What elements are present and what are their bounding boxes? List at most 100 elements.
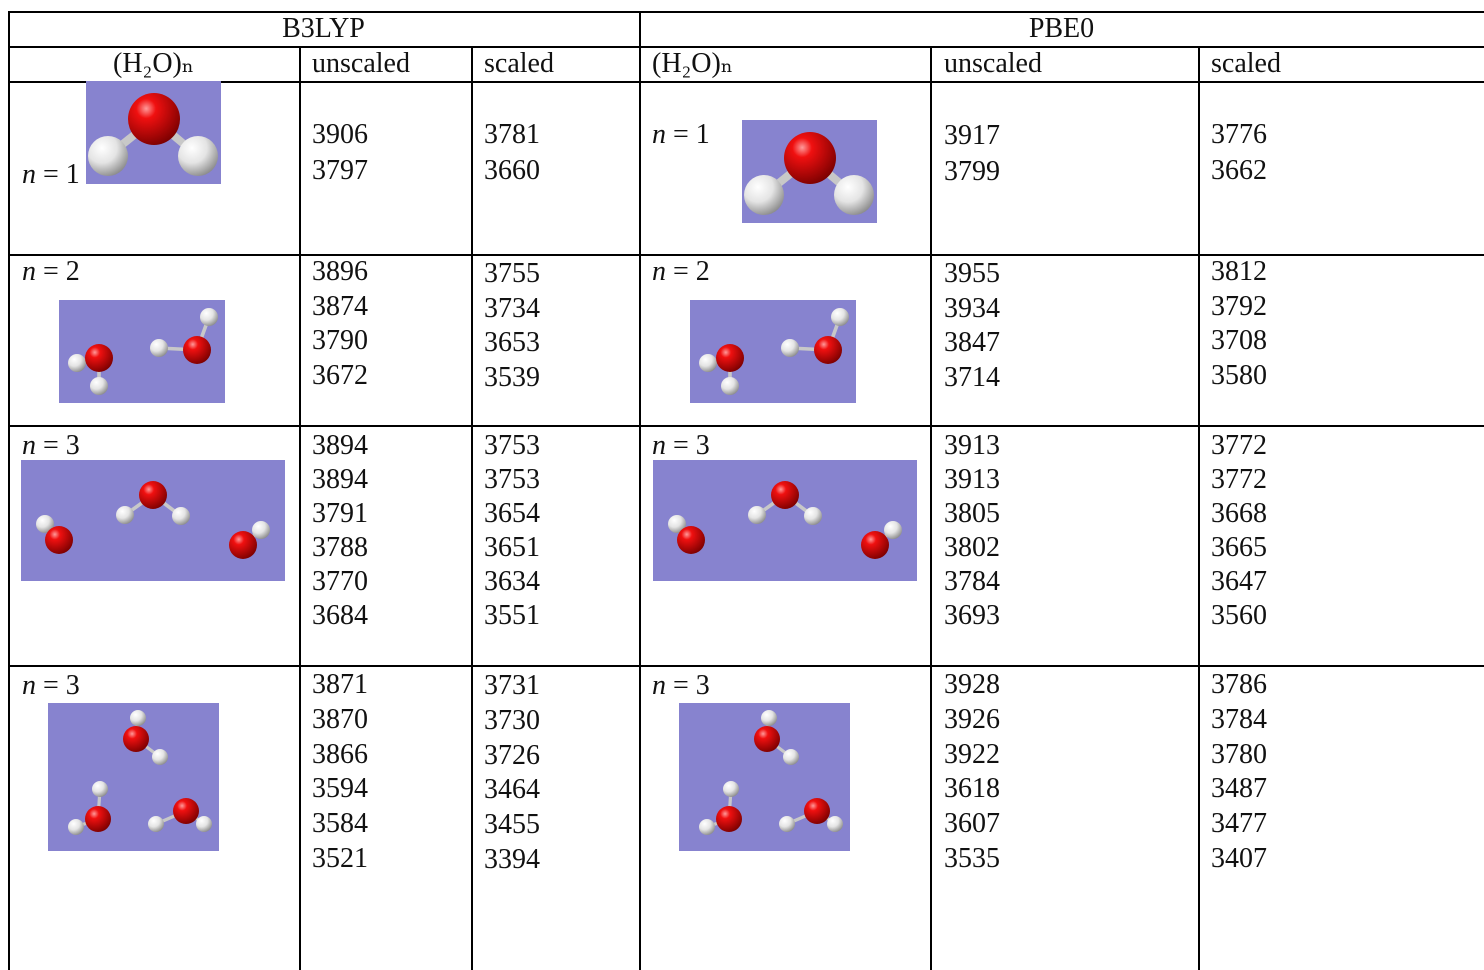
frequency-value: 3928 xyxy=(944,669,1000,700)
column-header: (H₂O)ₙ xyxy=(113,48,194,79)
frequency-value: 3731 xyxy=(484,670,540,701)
oxygen-atom xyxy=(677,526,705,554)
hydrogen-atom xyxy=(761,710,777,726)
row-border xyxy=(8,46,1484,48)
frequency-value: 3894 xyxy=(312,430,368,461)
molecule-image xyxy=(59,300,225,403)
oxygen-atom xyxy=(173,798,199,824)
oxygen-atom xyxy=(183,336,211,364)
column-header: (H₂O)ₙ xyxy=(652,48,733,79)
frequency-value: 3551 xyxy=(484,600,540,631)
oxygen-atom xyxy=(804,798,830,824)
oxygen-atom xyxy=(814,336,842,364)
frequency-value: 3672 xyxy=(312,359,368,391)
hydrogen-atom xyxy=(744,175,784,215)
frequency-value: 3753 xyxy=(484,430,540,461)
column-header: unscaled xyxy=(312,48,410,79)
oxygen-atom xyxy=(784,132,836,184)
hydrogen-atom xyxy=(200,308,218,326)
frequency-value: 3922 xyxy=(944,738,1000,770)
frequency-value: 3788 xyxy=(312,532,368,563)
frequency-value: 3847 xyxy=(944,327,1000,358)
frequency-value: 3714 xyxy=(944,361,1000,393)
hydrogen-atom xyxy=(804,507,822,525)
frequency-value: 3684 xyxy=(312,600,368,631)
frequency-value: 3802 xyxy=(944,532,1000,563)
oxygen-atom xyxy=(716,806,742,832)
hydrogen-atom xyxy=(884,521,902,539)
row-border xyxy=(8,665,1484,667)
frequency-value: 3913 xyxy=(944,464,1000,495)
frequency-value: 3871 xyxy=(312,669,368,700)
column-border xyxy=(639,11,641,970)
cluster-size: n = 1 xyxy=(652,119,710,150)
frequency-value: 3799 xyxy=(944,156,1000,187)
frequency-value: 3894 xyxy=(312,464,368,495)
hydrogen-atom xyxy=(831,308,849,326)
column-border xyxy=(471,46,473,970)
molecule-image xyxy=(679,703,850,851)
molecule-label: n = 3 xyxy=(22,429,80,463)
column-border xyxy=(299,46,301,970)
frequency-value: 3560 xyxy=(1211,600,1267,631)
frequency-value: 3866 xyxy=(312,738,368,770)
frequency-value: 3594 xyxy=(312,773,368,805)
hydrogen-atom xyxy=(699,819,715,835)
hydrogen-atom xyxy=(834,175,874,215)
hydrogen-atom xyxy=(90,377,108,395)
molecule-label: n = 3 xyxy=(652,669,710,703)
frequency-value: 3647 xyxy=(1211,566,1267,597)
frequency-value: 3917 xyxy=(944,120,1000,151)
cluster-size: n = 3 xyxy=(22,670,80,701)
hydrogen-atom xyxy=(668,515,686,533)
oxygen-atom xyxy=(861,531,889,559)
hydrogen-atom xyxy=(721,377,739,395)
cluster-size: n = 1 xyxy=(22,159,80,190)
column-header: scaled xyxy=(484,48,554,79)
frequency-value: 3797 xyxy=(312,155,368,186)
oxygen-atom xyxy=(139,481,167,509)
column-header: scaled xyxy=(1211,48,1281,79)
cluster-size: n = 3 xyxy=(652,670,710,701)
frequency-value: 3913 xyxy=(944,430,1000,461)
molecule-label: n = 1 xyxy=(652,118,710,152)
group-header: B3LYP xyxy=(282,13,365,44)
frequency-value: 3584 xyxy=(312,808,368,840)
molecule-image xyxy=(21,460,285,581)
oxygen-atom xyxy=(123,726,149,752)
hydrogen-atom xyxy=(172,507,190,525)
frequency-value: 3693 xyxy=(944,600,1000,631)
frequency-value: 3772 xyxy=(1211,464,1267,495)
hydrogen-atom xyxy=(148,816,164,832)
hydrogen-atom xyxy=(152,749,168,765)
column-border xyxy=(8,11,10,970)
frequency-value: 3896 xyxy=(312,256,368,287)
oxygen-atom xyxy=(716,344,744,372)
frequency-value: 3791 xyxy=(312,498,368,529)
row-border xyxy=(8,81,1484,83)
molecule-image xyxy=(48,703,219,851)
column-border xyxy=(930,46,932,970)
frequency-value: 3407 xyxy=(1211,843,1267,874)
molecule-label: n = 1 xyxy=(22,158,80,192)
frequency-value: 3926 xyxy=(944,703,1000,735)
hydrogen-atom xyxy=(88,136,128,176)
frequency-value: 3734 xyxy=(484,292,540,324)
frequency-value: 3812 xyxy=(1211,256,1267,287)
frequency-value: 3805 xyxy=(944,498,1000,529)
hydrogen-atom xyxy=(130,710,146,726)
hydrogen-atom xyxy=(781,339,799,357)
hydrogen-atom xyxy=(252,521,270,539)
frequency-value: 3660 xyxy=(484,155,540,186)
hydrogen-atom xyxy=(68,819,84,835)
hydrogen-atom xyxy=(92,781,108,797)
frequency-value: 3634 xyxy=(484,566,540,597)
group-header: PBE0 xyxy=(1028,13,1095,44)
frequency-value: 3394 xyxy=(484,844,540,875)
hydrogen-atom xyxy=(116,506,134,524)
frequency-value: 3708 xyxy=(1211,325,1267,356)
hydrogen-atom xyxy=(699,354,717,372)
cluster-size: n = 2 xyxy=(652,256,710,287)
oxygen-atom xyxy=(85,344,113,372)
frequency-value: 3539 xyxy=(484,361,540,393)
